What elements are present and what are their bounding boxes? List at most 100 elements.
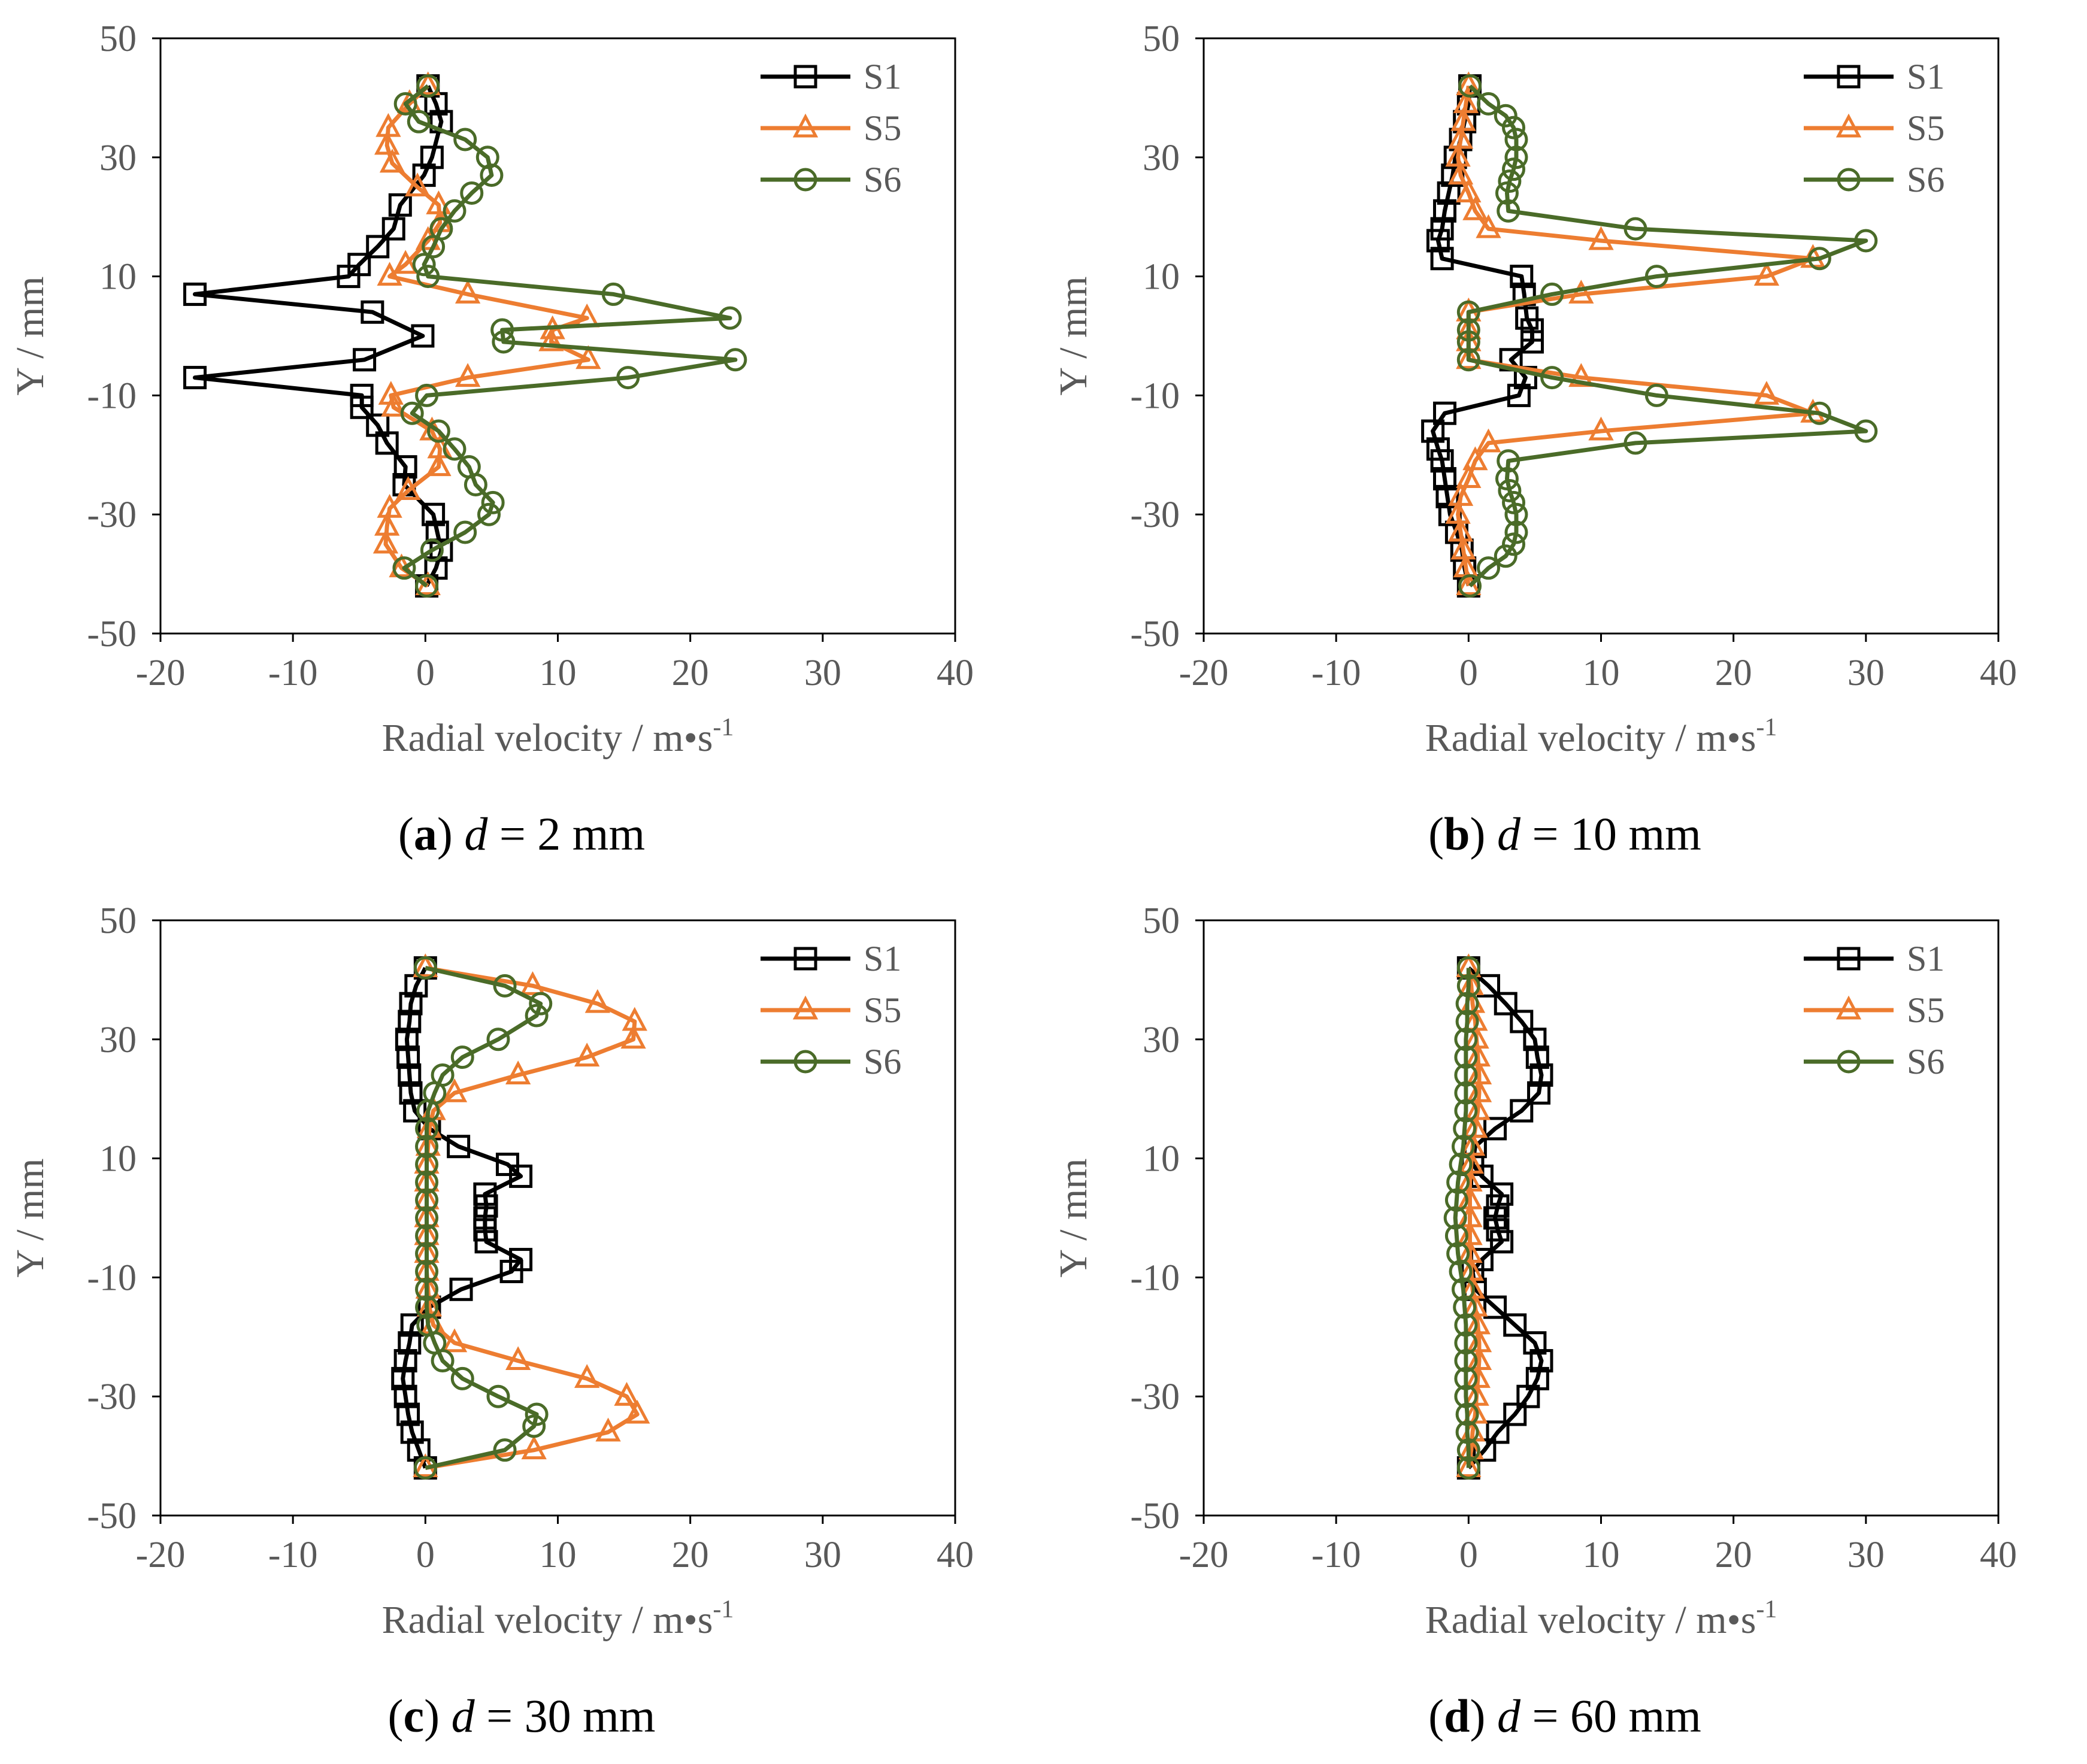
data-point-S6 [415, 1206, 439, 1230]
y-tick-label: 50 [99, 19, 137, 59]
legend-marker-S1 [793, 947, 817, 971]
legend-marker-S5 [792, 995, 819, 1020]
data-point-S6 [1451, 1135, 1475, 1159]
data-point-S1 [1433, 401, 1457, 425]
data-point-S1 [366, 235, 390, 259]
y-tick-label: -30 [87, 495, 137, 535]
data-point-S6 [490, 318, 514, 342]
legend-marker-S5 [1835, 113, 1862, 138]
x-tick-label: 10 [540, 653, 577, 693]
data-point-S6 [1854, 419, 1878, 443]
data-point-S1 [1520, 318, 1544, 342]
data-point-S5 [574, 1042, 600, 1067]
data-point-S6 [415, 1135, 439, 1159]
data-point-S1 [420, 146, 444, 169]
data-point-S6 [1456, 348, 1480, 372]
caption-c: (c) d = 30 mm [387, 1690, 656, 1742]
data-point-S1 [1490, 1182, 1514, 1206]
data-point-S6 [1454, 1349, 1478, 1373]
y-axis-label: Y / mm [1052, 1158, 1095, 1277]
data-point-S6 [422, 235, 446, 259]
y-tick-label: 30 [1143, 1020, 1180, 1060]
y-axis-label: Y / mm [8, 1158, 52, 1277]
legend-marker-S6 [1837, 1050, 1861, 1074]
legend: S1 S5 S6 [1804, 57, 1944, 199]
data-point-S1 [1483, 1117, 1507, 1141]
data-point-S1 [495, 1153, 519, 1177]
data-point-S5 [415, 71, 441, 96]
x-tick-label: 0 [1459, 1535, 1478, 1575]
data-point-S1 [350, 395, 374, 419]
chart-d: -20 -10 0 10 20 30 40 50 30 10 -10 -30 -50 Radial vel… [1052, 901, 2017, 1642]
data-point-S6 [416, 74, 440, 98]
data-point-S1 [398, 1010, 422, 1033]
series-S6 [1443, 956, 1480, 1480]
data-point-S6 [1504, 146, 1528, 169]
legend-label-S1: S1 [1907, 57, 1944, 96]
data-point-S1 [393, 455, 417, 479]
x-tick-label: 10 [1583, 653, 1620, 693]
data-point-S6 [480, 163, 504, 187]
panel-a: -20 -10 0 10 20 30 40 50 30 10 -10 -30 -50 Radial vel… [0, 0, 1043, 882]
data-point-S5 [1465, 1096, 1491, 1120]
data-point-S6 [1451, 1277, 1475, 1301]
data-point-S6 [486, 1384, 510, 1408]
data-point-S1 [1510, 1099, 1534, 1123]
data-point-S1 [1523, 1331, 1547, 1355]
data-point-S6 [1454, 1063, 1478, 1087]
legend-label-S5: S5 [1907, 990, 1944, 1030]
data-point-S6 [475, 146, 499, 169]
data-point-S1 [1494, 992, 1517, 1016]
data-point-S5 [1476, 428, 1501, 453]
legend-label-S6: S6 [864, 160, 901, 199]
data-point-S6 [1504, 520, 1528, 544]
data-point-S5 [1453, 89, 1479, 113]
data-point-S6 [1854, 229, 1878, 253]
data-point-S5 [426, 452, 452, 477]
x-tick-label: -20 [1179, 1535, 1229, 1575]
data-point-S6 [431, 1349, 455, 1373]
data-point-S5 [441, 1078, 468, 1102]
data-point-S5 [381, 392, 407, 417]
y-tick-label: -30 [1130, 1377, 1180, 1417]
data-point-S6 [1456, 974, 1480, 998]
data-point-S1 [473, 1182, 497, 1206]
data-point-S6 [481, 490, 505, 514]
x-tick-label: -20 [136, 1535, 186, 1575]
data-point-S6 [525, 1004, 549, 1028]
data-point-S6 [1623, 217, 1647, 241]
data-point-S1 [388, 193, 412, 217]
data-point-S1 [474, 1194, 498, 1218]
caption-b: (b) d = 10 mm [1428, 808, 1701, 860]
data-point-S6 [416, 1099, 440, 1123]
data-point-S6 [1477, 92, 1501, 116]
data-point-S1 [1515, 306, 1539, 330]
y-tick-label: -50 [87, 1496, 137, 1536]
data-point-S1 [395, 1028, 419, 1051]
data-point-S6 [1502, 157, 1526, 181]
series-line-S6 [402, 84, 738, 588]
data-point-S6 [415, 1188, 439, 1212]
data-point-S1 [393, 1384, 417, 1408]
y-tick-label: 10 [99, 257, 137, 298]
data-point-S1 [396, 1045, 420, 1069]
data-point-S6 [1456, 1456, 1480, 1480]
x-tick-label: 40 [1980, 1535, 2017, 1575]
data-point-S6 [413, 956, 437, 980]
data-point-S5 [520, 971, 546, 995]
y-tick-label: 30 [99, 1020, 137, 1060]
x-axis-label: Radial velocity / m•s-1 [382, 1596, 734, 1642]
data-point-S5 [1462, 1114, 1488, 1138]
x-tick-label: -10 [268, 1535, 318, 1575]
x-tick-label: 30 [804, 1535, 841, 1575]
legend-marker-S6 [793, 1050, 817, 1074]
legend-label-S5: S5 [864, 990, 901, 1030]
data-point-S6 [415, 1295, 439, 1319]
data-point-S5 [441, 1328, 468, 1353]
data-point-S5 [1456, 71, 1482, 96]
data-point-S6 [1807, 247, 1831, 271]
x-tick-label: 40 [1980, 653, 2017, 693]
legend-label-S1: S1 [864, 57, 901, 96]
data-point-S6 [1495, 181, 1519, 205]
data-point-S6 [1502, 532, 1526, 556]
